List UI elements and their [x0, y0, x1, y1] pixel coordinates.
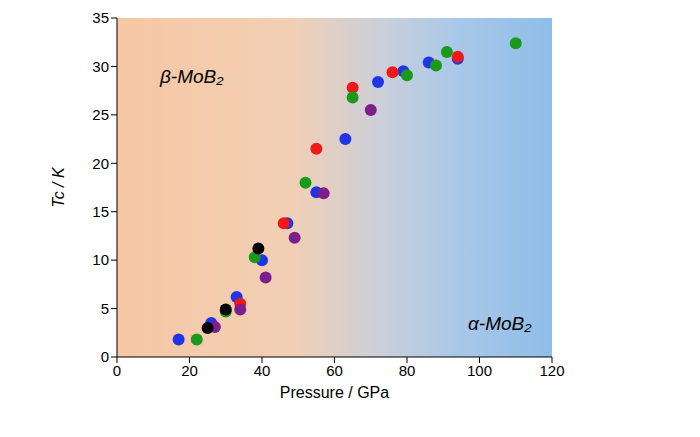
- svg-text:40: 40: [254, 362, 271, 379]
- svg-text:Pressure / GPa: Pressure / GPa: [280, 384, 389, 401]
- svg-text:80: 80: [399, 362, 416, 379]
- svg-text:5: 5: [101, 300, 109, 317]
- svg-text:30: 30: [92, 58, 109, 75]
- svg-text:20: 20: [181, 362, 198, 379]
- html-text:α-MoB₂: α-MoB₂: [468, 313, 532, 334]
- svg-text:60: 60: [326, 362, 343, 379]
- svg-text:10: 10: [92, 251, 109, 268]
- svg-text:35: 35: [92, 9, 109, 26]
- svg-text:0: 0: [101, 348, 109, 365]
- svg-text:25: 25: [92, 106, 109, 123]
- svg-text:20: 20: [92, 155, 109, 172]
- html-text:β-MoB₂: β-MoB₂: [160, 66, 224, 87]
- svg-text:15: 15: [92, 203, 109, 220]
- svg-text:120: 120: [539, 362, 564, 379]
- svg-text:0: 0: [113, 362, 121, 379]
- svg-text:100: 100: [467, 362, 492, 379]
- svg-text:Tc / K: Tc / K: [50, 166, 67, 208]
